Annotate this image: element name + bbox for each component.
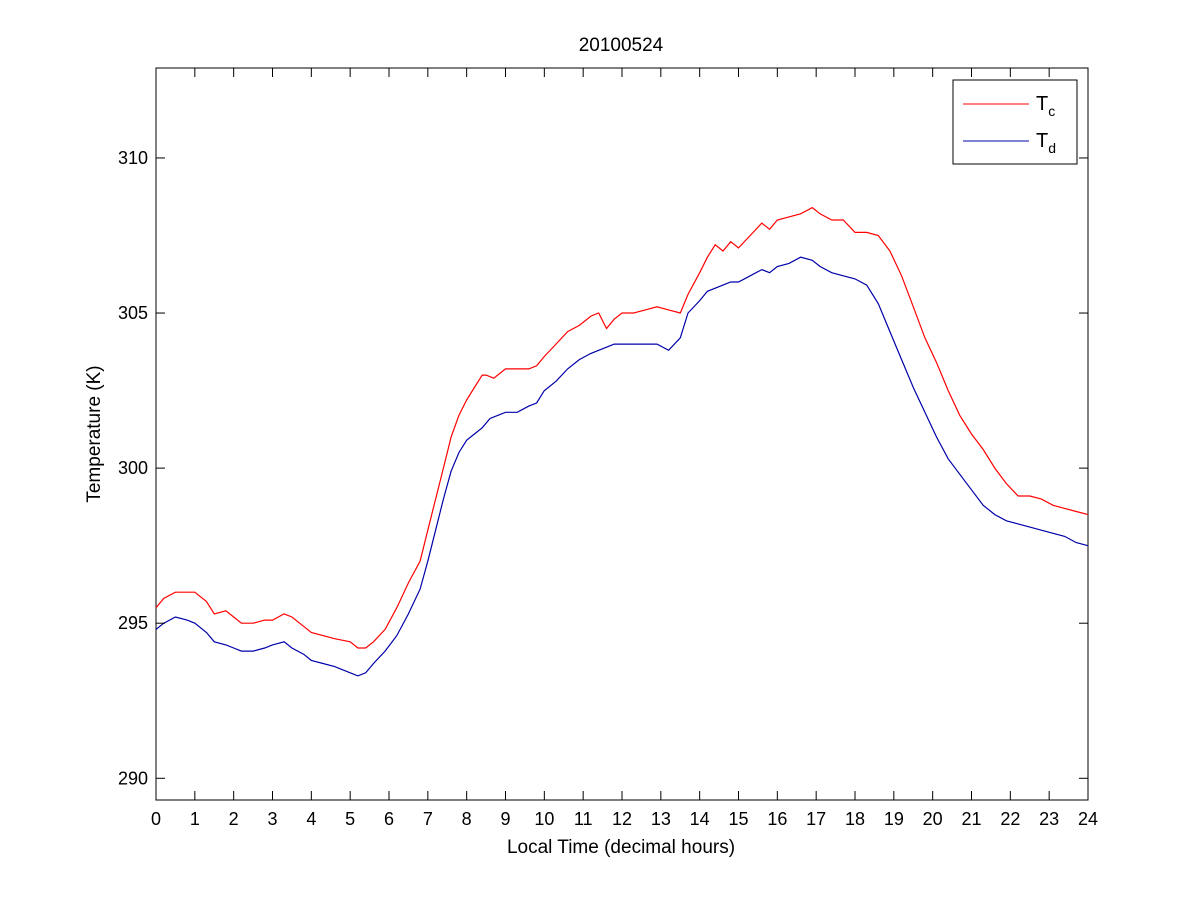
x-tick-label: 22 <box>1000 809 1020 829</box>
x-tick-label: 5 <box>345 809 355 829</box>
x-tick-label: 17 <box>806 809 826 829</box>
x-tick-label: 7 <box>423 809 433 829</box>
x-tick-label: 19 <box>884 809 904 829</box>
x-tick-label: 13 <box>651 809 671 829</box>
x-tick-label: 15 <box>728 809 748 829</box>
x-tick-label: 18 <box>845 809 865 829</box>
x-tick-label: 23 <box>1039 809 1059 829</box>
x-axis-label: Local Time (decimal hours) <box>507 837 735 858</box>
series-line-td <box>155 256 1089 677</box>
x-tick-label: 4 <box>306 809 316 829</box>
legend: Tc Td <box>952 79 1078 165</box>
x-tick-label: 24 <box>1078 809 1098 829</box>
legend-label-tc: Tc <box>1036 93 1055 119</box>
y-tick-label: 305 <box>118 303 148 323</box>
x-tick-label: 1 <box>190 809 200 829</box>
x-tick-label: 0 <box>151 809 161 829</box>
legend-label-td-main: T <box>1036 130 1048 152</box>
legend-label-tc-main: T <box>1036 93 1048 115</box>
x-tick-label: 14 <box>690 809 710 829</box>
chart-title: 20100524 <box>579 35 664 56</box>
x-tick-label: 16 <box>767 809 787 829</box>
y-tick-label: 290 <box>118 768 148 788</box>
legend-box <box>952 79 1078 165</box>
x-tick-label: 20 <box>923 809 943 829</box>
x-tick-label: 9 <box>500 809 510 829</box>
x-tick-label: 12 <box>612 809 632 829</box>
legend-label-td: Td <box>1036 130 1056 156</box>
ticks-layer: 0 1 2 3 4 5 6 7 8 9 10 11 12 13 14 15 16 17 18 19 20 21 22 23 24… <box>118 68 1098 829</box>
legend-label-td-sub: d <box>1048 140 1056 156</box>
x-tick-label: 11 <box>574 809 593 829</box>
plot-area <box>155 67 1089 801</box>
y-tick-label: 300 <box>118 458 148 478</box>
x-tick-label: 6 <box>384 809 394 829</box>
series-layer <box>155 206 1089 677</box>
y-axis-label: Temperature (K) <box>84 365 105 502</box>
legend-label-tc-sub: c <box>1048 103 1055 119</box>
x-tick-label: 10 <box>534 809 554 829</box>
x-tick-label: 3 <box>267 809 277 829</box>
y-tick-label: 310 <box>118 148 148 168</box>
series-line-tc <box>155 206 1089 649</box>
x-tick-label: 2 <box>229 809 239 829</box>
x-tick-label: 8 <box>462 809 472 829</box>
x-tick-label: 21 <box>961 809 981 829</box>
y-tick-label: 295 <box>118 613 148 633</box>
